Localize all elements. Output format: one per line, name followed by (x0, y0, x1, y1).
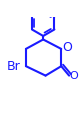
Text: Br: Br (6, 60, 20, 73)
Text: O: O (69, 71, 78, 81)
Text: O: O (62, 41, 71, 54)
